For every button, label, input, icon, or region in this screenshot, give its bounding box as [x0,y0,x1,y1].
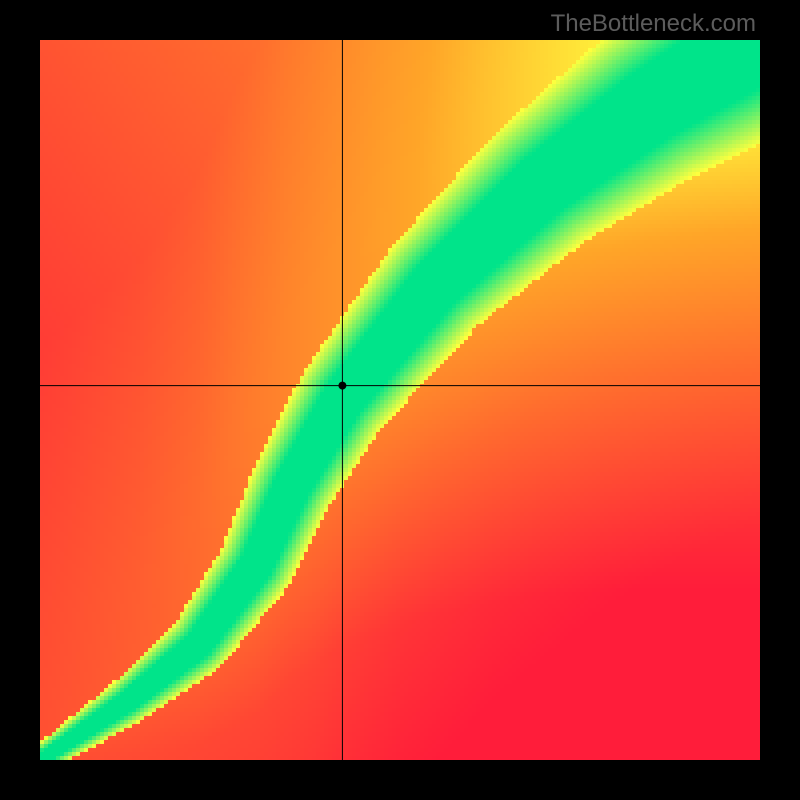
watermark-text: TheBottleneck.com [551,10,756,38]
chart-container: TheBottleneck.com [0,0,800,800]
bottleneck-heatmap [40,40,760,760]
